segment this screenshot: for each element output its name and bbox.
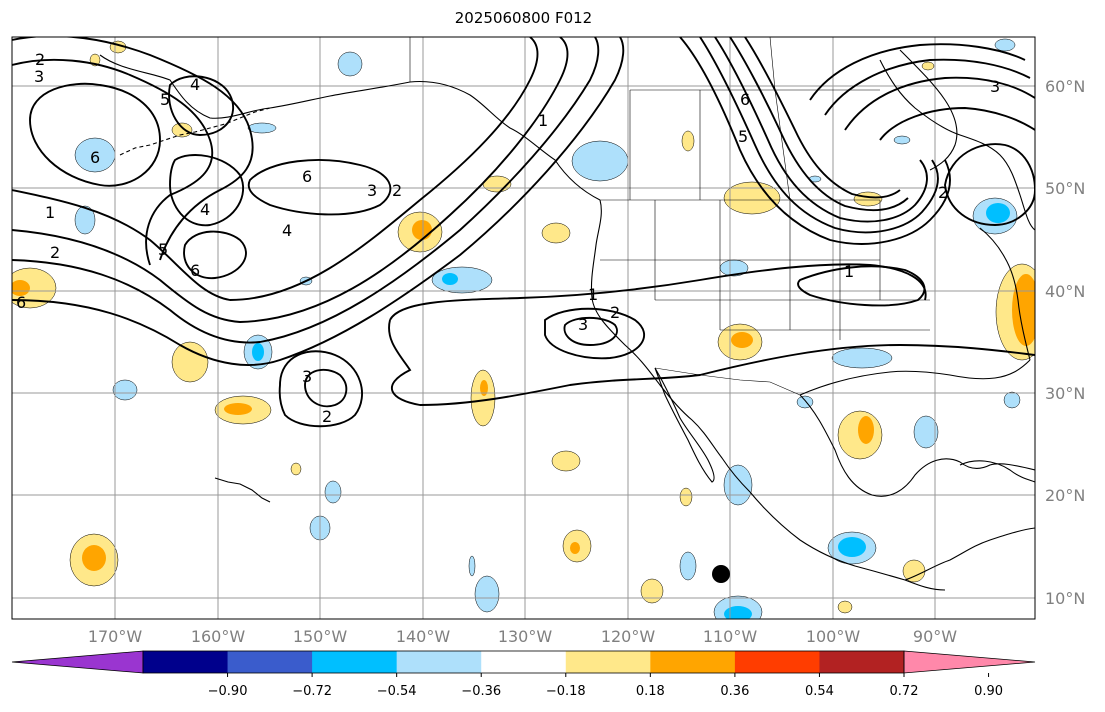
contour-label: 3 (990, 77, 1000, 96)
lat-label: 40°N (1045, 282, 1085, 301)
anomaly-shading (12, 38, 1035, 619)
colorbar-segment (734, 651, 820, 673)
contour-label: 4 (190, 75, 200, 94)
lon-label: 140°W (396, 627, 451, 646)
lon-label: 150°W (293, 627, 348, 646)
longitude-axis: 170°W 160°W 150°W 140°W 130°W 120°W 110°… (88, 627, 957, 646)
contour-label: 2 (938, 183, 948, 202)
lat-label: 50°N (1045, 179, 1085, 198)
lon-label: 90°W (913, 627, 957, 646)
contour-label: 2 (35, 50, 45, 69)
lat-label: 20°N (1045, 486, 1085, 505)
lat-label: 10°N (1045, 589, 1085, 608)
political-borders (409, 37, 930, 396)
colorbar-outline (142, 650, 905, 674)
map-frame (11, 36, 1036, 620)
contour-label: 4 (200, 200, 210, 219)
colorbar-segment (481, 651, 567, 673)
colorbar: −0.90 −0.72 −0.54 −0.36 −0.18 0.18 0.36 0.54 0.7… (11, 650, 1036, 699)
contour-label: 2 (610, 303, 620, 322)
contour-label: 6 (302, 167, 312, 186)
lon-label: 160°W (191, 627, 246, 646)
colorbar-tick-label: −0.54 (377, 684, 417, 699)
lon-label: 110°W (703, 627, 758, 646)
lon-label: 120°W (601, 627, 656, 646)
contour-label: 3 (34, 67, 44, 86)
contour-label: 1 (538, 111, 548, 130)
lat-label: 60°N (1045, 77, 1085, 96)
contour-label: 1 (45, 203, 55, 222)
colorbar-tick-label: 0.54 (805, 684, 834, 699)
contour-label: 6 (16, 293, 26, 312)
lon-label: 130°W (498, 627, 553, 646)
colorbar-segment (819, 651, 905, 673)
contour-label: 3 (302, 367, 312, 386)
colorbar-tick-label: 0.72 (890, 684, 919, 699)
contour-label: 5 (158, 240, 168, 259)
contour-label: 2 (50, 243, 60, 262)
colorbar-segment (227, 651, 313, 673)
contour-label: 2 (322, 407, 332, 426)
colorbar-extend-low (11, 650, 144, 674)
colorbar-tick-label: −0.18 (546, 684, 586, 699)
colorbar-segment (565, 651, 651, 673)
lat-label: 30°N (1045, 384, 1085, 403)
colorbar-segment (143, 651, 229, 673)
contour-label: 5 (160, 90, 170, 109)
map-title: 2025060800 F012 (454, 9, 593, 27)
colorbar-tick-label: 0.18 (636, 684, 665, 699)
contour-label: 1 (844, 262, 854, 281)
colorbar-segment (312, 651, 398, 673)
lon-label: 100°W (806, 627, 861, 646)
contour-label: 6 (90, 148, 100, 167)
latitude-axis: 10°N 20°N 30°N 40°N 50°N 60°N (1045, 77, 1085, 608)
colorbar-tick-label: −0.90 (208, 684, 248, 699)
colorbar-tick-label: −0.36 (461, 684, 501, 699)
contour-label: 3 (578, 315, 588, 334)
contour-label: 3 (367, 181, 377, 200)
contour-label: 4 (282, 221, 292, 240)
coastlines (99, 49, 1035, 591)
contour-lines (12, 37, 1035, 428)
contour-label: 2 (392, 181, 402, 200)
contour-label: 5 (738, 127, 748, 146)
contour-label-group: 2 3 4 5 6 1 2 6 4 5 6 6 3 2 1 4 6 5 3 2 … (16, 50, 1000, 426)
colorbar-segment (650, 651, 736, 673)
location-marker (712, 565, 730, 583)
contour-label: 6 (190, 261, 200, 280)
colorbar-tick-label: 0.90 (974, 684, 1003, 699)
colorbar-tick-label: −0.72 (292, 684, 332, 699)
colorbar-extend-high (903, 650, 1036, 674)
colorbar-segment (396, 651, 482, 673)
graticule (12, 37, 1035, 619)
contour-label: 6 (740, 90, 750, 109)
lon-label: 170°W (88, 627, 143, 646)
colorbar-tick-label: 0.36 (720, 684, 749, 699)
contour-label: 1 (588, 285, 598, 304)
